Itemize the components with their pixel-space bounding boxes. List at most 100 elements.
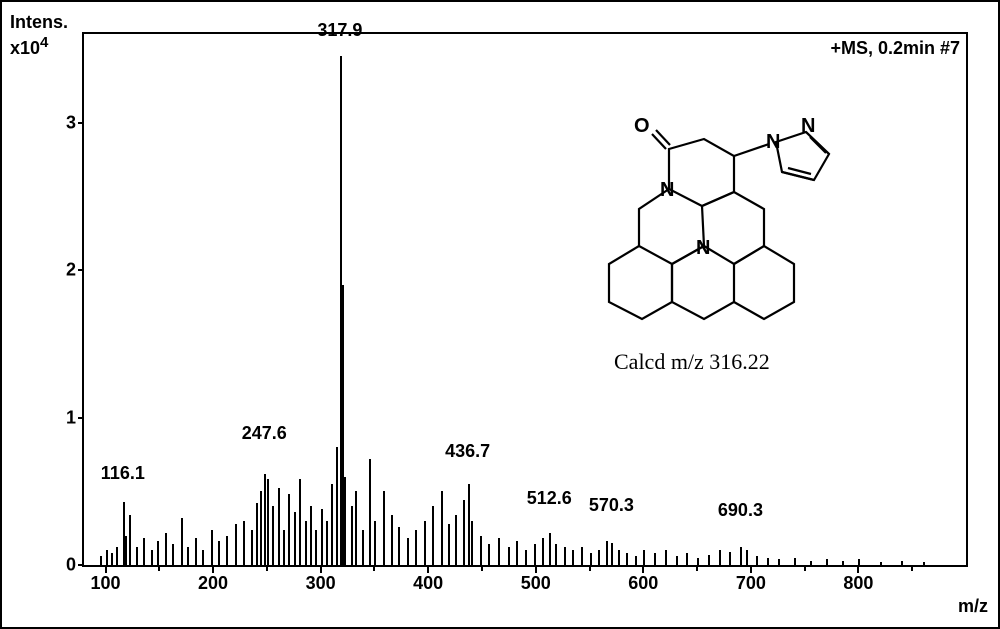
spectrum-peak: [260, 491, 262, 565]
spectrum-peak: [187, 547, 189, 565]
x-tick-label: 700: [736, 573, 766, 594]
molecule-structure: O N N N N: [594, 114, 874, 344]
spectrum-peak: [525, 550, 527, 565]
spectrum-peak: [251, 530, 253, 565]
x-tick-mark: [320, 565, 322, 573]
svg-text:N: N: [696, 237, 710, 259]
labeled-peak: [340, 56, 342, 565]
spectrum-peak: [581, 547, 583, 565]
spectrum-peak: [901, 561, 903, 565]
scan-info-label: +MS, 0.2min #7: [830, 38, 960, 59]
x-minor-tick: [804, 565, 806, 571]
spectrum-peak: [508, 547, 510, 565]
peak-label: 512.6: [527, 488, 572, 509]
spectrum-peak: [719, 550, 721, 565]
y-tick-label: 3: [66, 112, 76, 133]
spectrum-peak: [842, 561, 844, 565]
spectrum-peak: [686, 553, 688, 565]
spectrum-peak: [729, 552, 731, 565]
x-tick-mark: [212, 565, 214, 573]
spectrum-peak: [654, 553, 656, 565]
spectrum-peak: [480, 536, 482, 566]
spectrum-peak: [157, 541, 159, 565]
spectrum-peak: [767, 558, 769, 565]
spectrum-peak: [542, 538, 544, 565]
y-tick-mark: [78, 417, 84, 419]
spectrum-peak: [708, 555, 710, 565]
chart-container: Intens. x104 m/z +MS, 0.2min #7 01231002…: [0, 0, 1000, 629]
spectrum-peak: [202, 550, 204, 565]
spectrum-peak: [590, 553, 592, 565]
spectrum-peak: [351, 506, 353, 565]
x-axis-title: m/z: [958, 596, 988, 617]
spectrum-peak: [310, 506, 312, 565]
spectrum-peak: [165, 533, 167, 565]
spectrum-peak: [272, 506, 274, 565]
calcd-label: Calcd m/z 316.22: [614, 349, 770, 375]
x-tick-mark: [535, 565, 537, 573]
x-tick-mark: [750, 565, 752, 573]
spectrum-peak: [498, 538, 500, 565]
spectrum-peak: [858, 559, 860, 565]
spectrum-peak: [756, 556, 758, 565]
spectrum-peak: [288, 494, 290, 565]
spectrum-peak: [326, 521, 328, 565]
y-axis-scale: x104: [10, 34, 48, 59]
peak-label: 436.7: [445, 441, 490, 462]
spectrum-peak: [635, 556, 637, 565]
x-tick-label: 100: [90, 573, 120, 594]
spectrum-peak: [665, 550, 667, 565]
spectrum-peak: [810, 561, 812, 565]
spectrum-peak: [598, 550, 600, 565]
svg-text:N: N: [801, 115, 815, 137]
spectrum-peak: [643, 550, 645, 565]
spectrum-peak: [362, 530, 364, 565]
x-tick-mark: [427, 565, 429, 573]
y-tick-label: 0: [66, 555, 76, 576]
spectrum-peak: [618, 550, 620, 565]
spectrum-peak: [564, 547, 566, 565]
spectrum-peak: [383, 491, 385, 565]
spectrum-peak: [305, 521, 307, 565]
spectrum-peak: [111, 553, 113, 565]
x-tick-mark: [642, 565, 644, 573]
spectrum-peak: [923, 562, 925, 565]
spectrum-peak: [181, 518, 183, 565]
labeled-peak: [611, 543, 613, 565]
spectrum-peak: [778, 559, 780, 565]
spectrum-peak: [746, 550, 748, 565]
spectrum-peak: [626, 553, 628, 565]
x-minor-tick: [481, 565, 483, 571]
labeled-peak: [468, 484, 470, 565]
x-minor-tick: [911, 565, 913, 571]
x-tick-label: 400: [413, 573, 443, 594]
spectrum-peak: [534, 544, 536, 565]
spectrum-peak: [355, 491, 357, 565]
labeled-peak: [123, 502, 125, 565]
spectrum-peak: [172, 544, 174, 565]
spectrum-peak: [294, 512, 296, 565]
spectrum-peak: [211, 530, 213, 565]
peak-label: 247.6: [242, 423, 287, 444]
svg-text:N: N: [660, 179, 674, 201]
spectrum-peak: [151, 550, 153, 565]
peak-label: 570.3: [589, 495, 634, 516]
x-tick-label: 300: [306, 573, 336, 594]
spectrum-peak: [407, 538, 409, 565]
spectrum-peak: [321, 509, 323, 565]
spectrum-peak: [106, 550, 108, 565]
x-minor-tick: [696, 565, 698, 571]
spectrum-peak: [369, 459, 371, 565]
spectrum-peak: [143, 538, 145, 565]
spectrum-peak: [267, 479, 269, 565]
spectrum-peak: [424, 521, 426, 565]
plot-area: +MS, 0.2min #7 0123100200300400500600700…: [82, 32, 968, 567]
spectrum-peak: [398, 527, 400, 565]
spectrum-peak: [129, 515, 131, 565]
spectrum-peak: [283, 530, 285, 565]
peak-label: 116.1: [101, 463, 145, 484]
y-tick-label: 1: [66, 407, 76, 428]
spectrum-peak: [555, 544, 557, 565]
x-tick-label: 200: [198, 573, 228, 594]
spectrum-peak: [256, 503, 258, 565]
